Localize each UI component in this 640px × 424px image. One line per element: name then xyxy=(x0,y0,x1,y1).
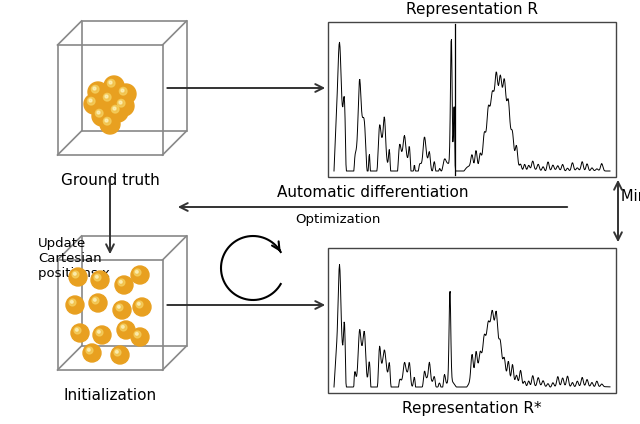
Circle shape xyxy=(88,98,95,105)
Text: Representation R: Representation R xyxy=(406,2,538,17)
Circle shape xyxy=(119,101,122,104)
Text: Ground truth: Ground truth xyxy=(61,173,159,188)
Circle shape xyxy=(111,106,119,113)
Circle shape xyxy=(91,271,109,289)
Text: Minimize Loss(R, R*): Minimize Loss(R, R*) xyxy=(621,189,640,204)
Circle shape xyxy=(97,111,100,114)
Text: Automatic differentiation: Automatic differentiation xyxy=(276,185,468,200)
Circle shape xyxy=(118,306,120,308)
Text: Update
Cartesian
positions x: Update Cartesian positions x xyxy=(38,237,110,279)
Circle shape xyxy=(69,268,87,286)
Circle shape xyxy=(116,84,136,104)
Circle shape xyxy=(115,276,133,294)
Circle shape xyxy=(72,271,79,278)
Circle shape xyxy=(111,346,129,364)
Circle shape xyxy=(120,87,127,95)
Circle shape xyxy=(114,349,121,356)
Circle shape xyxy=(104,76,124,96)
Circle shape xyxy=(89,294,107,312)
Circle shape xyxy=(97,330,100,333)
Circle shape xyxy=(120,281,122,283)
Circle shape xyxy=(136,332,138,335)
Circle shape xyxy=(95,109,103,117)
Circle shape xyxy=(118,279,125,286)
Circle shape xyxy=(92,85,99,93)
Circle shape xyxy=(69,299,76,306)
Circle shape xyxy=(86,347,93,354)
Circle shape xyxy=(108,102,128,122)
Text: Initialization: Initialization xyxy=(63,388,157,403)
Circle shape xyxy=(94,274,101,281)
Circle shape xyxy=(108,79,115,87)
Circle shape xyxy=(83,344,101,362)
Circle shape xyxy=(76,329,78,331)
Circle shape xyxy=(120,324,127,331)
Circle shape xyxy=(71,324,89,342)
Circle shape xyxy=(104,117,111,125)
Circle shape xyxy=(88,349,90,351)
Circle shape xyxy=(113,107,116,110)
Bar xyxy=(328,22,616,177)
Circle shape xyxy=(133,298,151,316)
Text: Optimization: Optimization xyxy=(295,213,380,226)
Circle shape xyxy=(116,304,123,311)
Circle shape xyxy=(84,94,104,114)
Circle shape xyxy=(121,89,124,92)
Circle shape xyxy=(136,271,138,273)
Circle shape xyxy=(109,81,112,84)
Circle shape xyxy=(117,99,125,107)
Bar xyxy=(328,248,616,393)
Circle shape xyxy=(100,90,120,110)
Circle shape xyxy=(93,326,111,344)
Circle shape xyxy=(122,326,124,328)
Circle shape xyxy=(138,302,140,305)
Circle shape xyxy=(93,298,96,301)
Circle shape xyxy=(136,301,143,308)
Circle shape xyxy=(113,301,131,319)
Circle shape xyxy=(100,114,120,134)
Circle shape xyxy=(105,119,108,122)
Circle shape xyxy=(117,321,135,339)
Circle shape xyxy=(88,82,108,102)
Circle shape xyxy=(115,351,118,353)
Circle shape xyxy=(92,297,99,304)
Circle shape xyxy=(92,106,112,126)
Circle shape xyxy=(93,87,96,90)
Circle shape xyxy=(74,327,81,334)
Circle shape xyxy=(95,276,98,278)
Circle shape xyxy=(114,96,134,116)
Circle shape xyxy=(74,273,76,275)
Circle shape xyxy=(134,331,141,338)
Circle shape xyxy=(131,266,149,284)
Circle shape xyxy=(104,93,111,101)
Circle shape xyxy=(131,328,149,346)
Circle shape xyxy=(134,269,141,276)
Text: Representation R*: Representation R* xyxy=(402,401,542,416)
Circle shape xyxy=(89,99,92,102)
Circle shape xyxy=(70,301,73,303)
Circle shape xyxy=(96,329,103,336)
Circle shape xyxy=(66,296,84,314)
Circle shape xyxy=(105,95,108,98)
